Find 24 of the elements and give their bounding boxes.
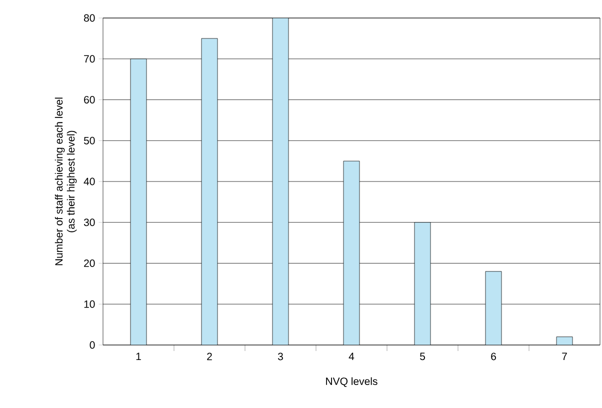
y-tick-label: 50 (84, 136, 95, 144)
x-tick-label: 2 (207, 352, 212, 360)
y-tick-label: 60 (84, 96, 95, 104)
bar (272, 18, 289, 345)
y-tick-label: 70 (84, 55, 95, 63)
y-tick-label: 10 (84, 300, 95, 308)
x-tick-label: 5 (420, 352, 425, 360)
x-tick-label: 1 (136, 352, 141, 360)
bar (414, 222, 431, 345)
x-tick-label: 7 (562, 352, 567, 360)
bar (343, 160, 360, 345)
x-axis-title: NVQ levels (326, 377, 378, 387)
y-axis-title: Number of staff achieving each level (as their highest level) (54, 98, 77, 266)
y-tick-label: 40 (84, 178, 95, 186)
bar (485, 271, 502, 345)
x-tick-label: 4 (348, 352, 354, 360)
y-tick-label: 20 (84, 260, 95, 267)
bar (130, 58, 147, 345)
x-tick-label: 6 (491, 352, 496, 360)
y-tick-label: 30 (84, 218, 95, 226)
bar (201, 38, 218, 345)
y-tick-label: 0 (90, 341, 95, 349)
y-tick-label: 80 (84, 14, 95, 22)
x-tick-label: 3 (278, 352, 283, 360)
